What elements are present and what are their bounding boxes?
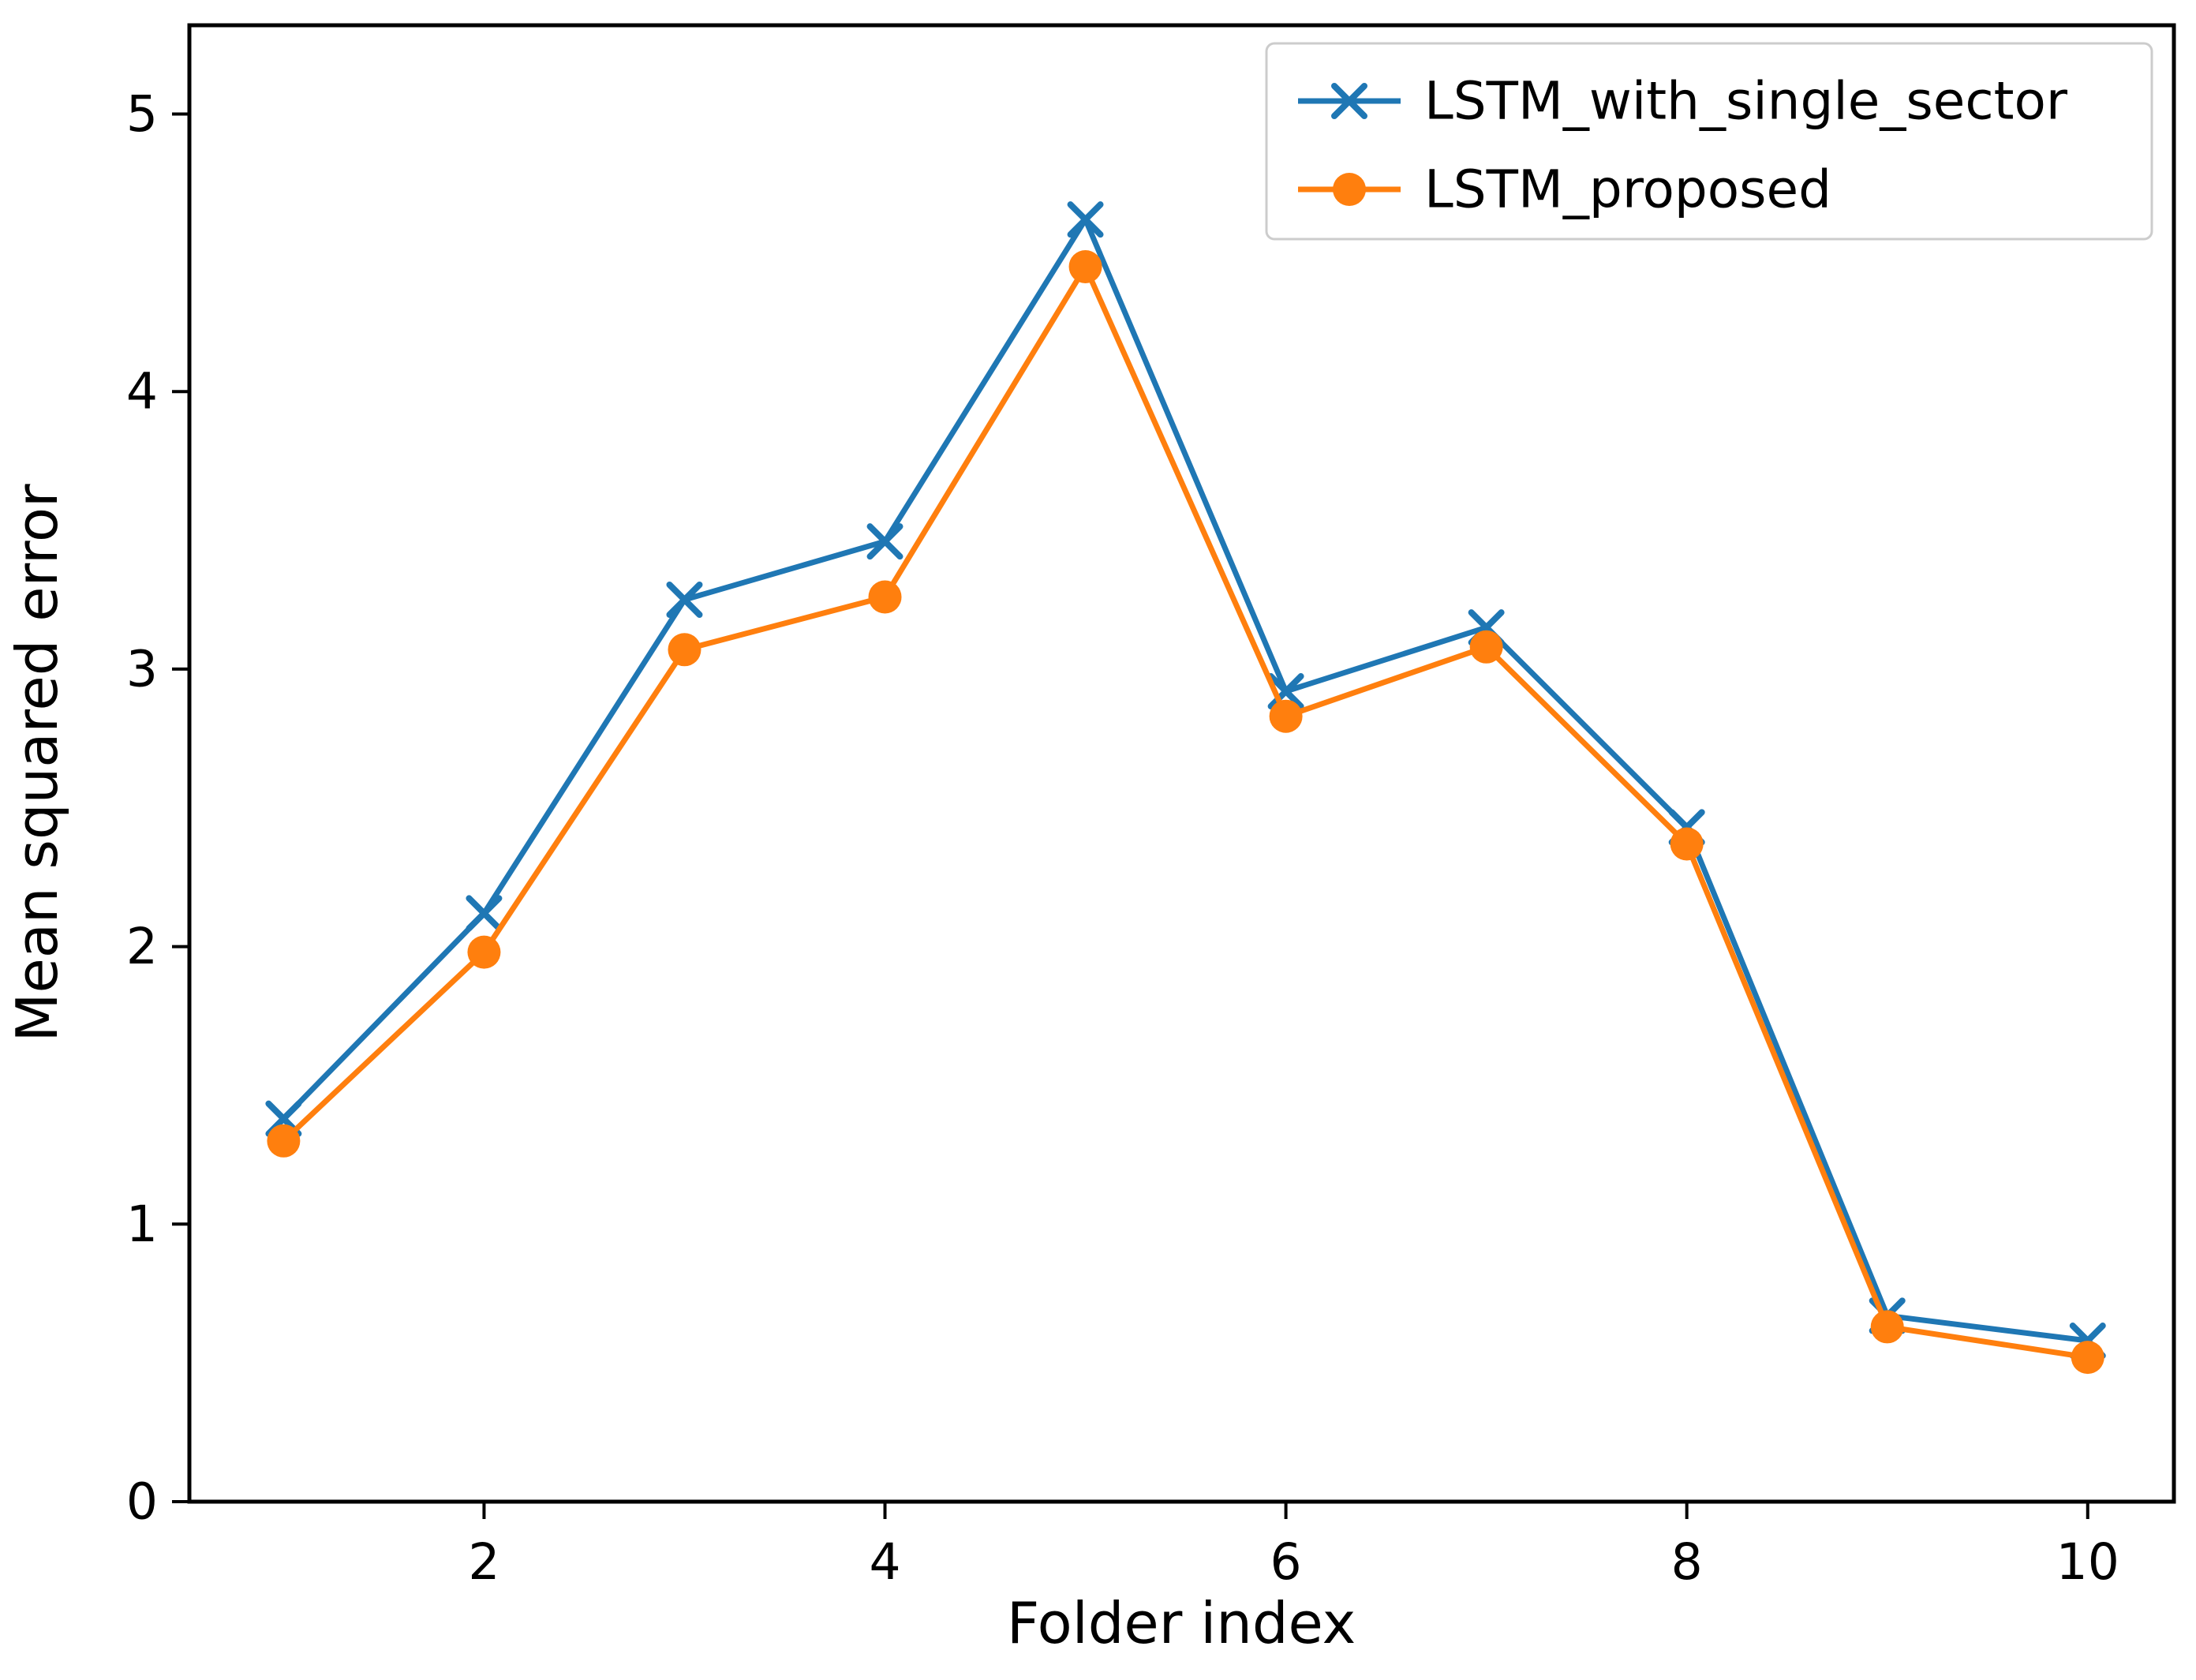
legend-row-LSTM_proposed: LSTM_proposed: [1298, 159, 1831, 220]
series-1-marker-circle: [1670, 827, 1704, 861]
series-0-marker-x: [466, 895, 503, 932]
series-LSTM_proposed: [267, 249, 2104, 1375]
y-tick-label: 5: [126, 85, 158, 143]
series-0-marker-x: [1067, 201, 1104, 238]
y-axis-label: Mean squared error: [4, 484, 70, 1042]
y-tick-label: 2: [126, 918, 158, 975]
series-1-marker-circle: [467, 935, 501, 969]
x-axis-ticks: 2 4 6 8 10: [468, 1502, 2119, 1591]
legend-marker-circle: [1333, 173, 1366, 206]
x-tick-label: 10: [2056, 1533, 2119, 1591]
y-tick-label: 4: [126, 363, 158, 421]
y-axis-ticks: 0 1 2 3 4 5: [126, 85, 189, 1531]
series-0-marker-x: [666, 582, 703, 619]
series-1-marker-circle: [1068, 249, 1102, 283]
series-1-marker-circle: [267, 1124, 301, 1158]
series-1-marker-circle: [2071, 1341, 2104, 1375]
series-line-LSTM_proposed: [281, 264, 2089, 1360]
series-1-marker-circle: [1469, 630, 1503, 664]
legend-marker-x: [1331, 83, 1367, 119]
series-line-LSTM_with_single_sector: [281, 216, 2089, 1344]
x-tick-label: 8: [1671, 1533, 1703, 1591]
series-1-marker-circle: [668, 633, 701, 667]
series-0-marker-x: [1267, 673, 1304, 710]
series-1-marker-circle: [1870, 1310, 1904, 1344]
x-tick-label: 4: [869, 1533, 900, 1591]
series-1-marker-circle: [1269, 699, 1303, 733]
legend-label: LSTM_proposed: [1424, 159, 1831, 220]
y-tick-label: 3: [126, 640, 158, 698]
y-tick-label: 0: [126, 1473, 158, 1531]
plot-frame: [187, 23, 2176, 1504]
series-group: [265, 201, 2106, 1375]
series-0-marker-x: [866, 523, 903, 560]
legend-row-LSTM_with_single_sector: LSTM_with_single_sector: [1298, 71, 2068, 132]
x-tick-label: 2: [468, 1533, 499, 1591]
x-axis-label: Folder index: [1007, 1590, 1356, 1656]
legend-rows: LSTM_with_single_sector LSTM_proposed: [1298, 71, 2068, 220]
series-LSTM_with_single_sector: [265, 201, 2106, 1360]
legend-label: LSTM_with_single_sector: [1424, 71, 2068, 132]
series-1-marker-circle: [868, 580, 902, 614]
legend: LSTM_with_single_sector LSTM_proposed: [1265, 42, 2153, 241]
x-tick-label: 6: [1270, 1533, 1302, 1591]
y-tick-label: 1: [126, 1195, 158, 1253]
legend-box: [1265, 42, 2153, 241]
